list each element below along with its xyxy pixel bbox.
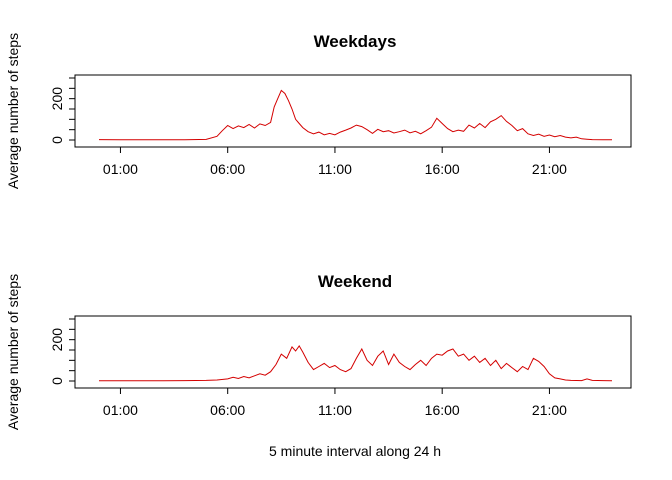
x-tick-label: 16:00 [425, 402, 460, 418]
plot-frame [74, 315, 632, 389]
series-line [99, 344, 613, 382]
x-tick-label: 01:00 [103, 402, 138, 418]
plot-frame [74, 74, 632, 148]
panel-weekend: Weekend Average number of steps 0 200 01:… [5, 272, 632, 459]
panel-weekdays: Weekdays Average number of steps 0 200 01… [5, 32, 632, 189]
x-tick-label: 06:00 [210, 402, 245, 418]
x-axis-label: 5 minute interval along 24 h [269, 443, 441, 459]
y-tick-label: 0 [49, 136, 65, 144]
x-tick-label: 11:00 [318, 161, 352, 177]
y-tick-label: 200 [49, 87, 65, 111]
series-line [98, 89, 612, 141]
panel-title: Weekend [318, 272, 392, 291]
y-axis-label: Average number of steps [5, 33, 21, 189]
x-tick-label: 16:00 [425, 161, 460, 177]
x-tick-label: 06:00 [210, 161, 245, 177]
panel-title: Weekdays [314, 32, 397, 51]
x-tick-label: 21:00 [532, 402, 567, 418]
y-tick-label: 0 [49, 377, 65, 385]
x-tick-label: 11:00 [318, 402, 352, 418]
y-tick-label: 200 [49, 328, 65, 352]
x-tick-label: 21:00 [532, 161, 567, 177]
x-tick-label: 01:00 [103, 161, 138, 177]
y-axis-label: Average number of steps [5, 274, 21, 430]
